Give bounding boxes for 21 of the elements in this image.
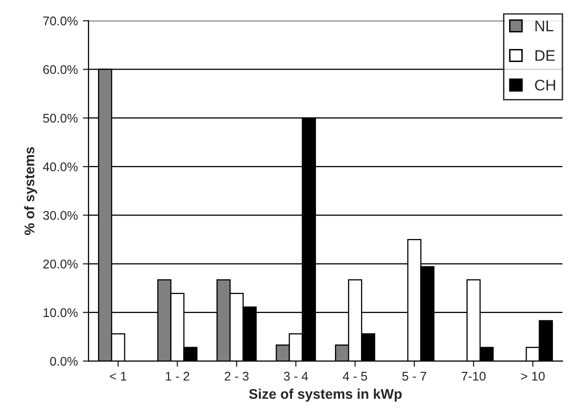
y-tick-label: 60.0%	[43, 65, 78, 74]
y-tick-label: 30.0%	[43, 211, 78, 220]
y-tick-label: 70.0%	[43, 16, 78, 26]
y-tick-label: 20.0%	[43, 260, 78, 268]
x-tick-label: < 1	[110, 372, 126, 381]
x-tick-label: 5 - 7	[402, 372, 426, 381]
legend-label: NL	[536, 20, 554, 32]
x-tick-label: 1 - 2	[166, 372, 190, 381]
y-tick-label: 40.0%	[42, 162, 78, 172]
legend-label: DE	[536, 50, 555, 61]
y-tick-label: 10.0%	[44, 308, 78, 318]
x-tick-label: 7-10	[462, 372, 486, 381]
y-axis-title: % of systems	[24, 147, 38, 235]
x-axis-title: Size of systems in kWp	[249, 388, 402, 402]
x-tick-label: 4 - 5	[342, 372, 368, 381]
x-tick-label: 3 - 4	[284, 372, 308, 381]
y-tick-label: 0.0%	[50, 356, 78, 366]
y-tick-label: 50.0%	[43, 114, 78, 123]
legend-label: CH	[535, 80, 556, 91]
x-tick-label: > 10	[521, 372, 545, 381]
x-tick-label: 2 - 3	[224, 372, 249, 381]
